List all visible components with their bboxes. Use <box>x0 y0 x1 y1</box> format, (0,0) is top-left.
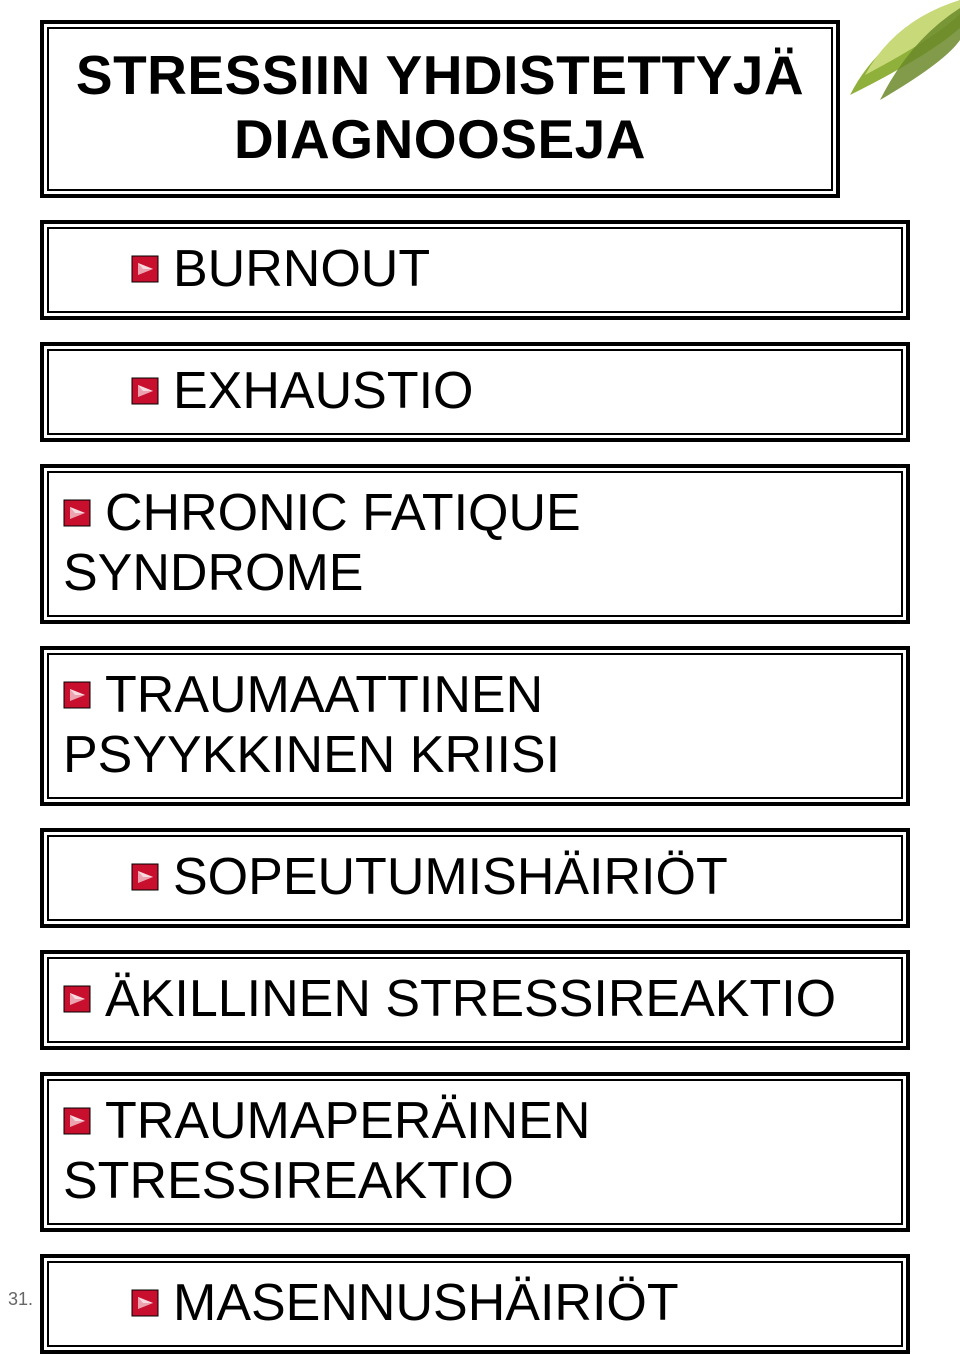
item-line: EXHAUSTIO <box>63 361 887 421</box>
item-line: BURNOUT <box>63 239 887 299</box>
item-text: MASENNUSHÄIRIÖT <box>173 1273 679 1333</box>
title-line-2: DIAGNOOSEJA <box>67 107 813 171</box>
item-text-line: SYNDROME <box>63 543 887 603</box>
arrow-bullet-icon <box>131 1289 159 1317</box>
item-text: PSYYKKINEN KRIISI <box>63 726 560 784</box>
item-text-line: STRESSIREAKTIO <box>63 1151 887 1211</box>
item-box: TRAUMAATTINENPSYYKKINEN KRIISI <box>40 646 910 806</box>
item-text: ÄKILLINEN STRESSIREAKTIO <box>105 969 836 1029</box>
item-text: SOPEUTUMISHÄIRIÖT <box>173 847 728 907</box>
item-box-inner: CHRONIC FATIQUESYNDROME <box>47 471 903 617</box>
item-box-inner: SOPEUTUMISHÄIRIÖT <box>47 835 903 921</box>
item-box: MASENNUSHÄIRIÖT <box>40 1254 910 1354</box>
item-box-inner: ÄKILLINEN STRESSIREAKTIO <box>47 957 903 1043</box>
item-line: CHRONIC FATIQUE <box>63 483 887 543</box>
footer-date: 31. <box>0 1289 33 1310</box>
item-box: TRAUMAPERÄINENSTRESSIREAKTIO <box>40 1072 910 1232</box>
title-line-1: STRESSIIN YHDISTETTYJÄ <box>67 43 813 107</box>
item-text-line: PSYYKKINEN KRIISI <box>63 725 887 785</box>
item-box: BURNOUT <box>40 220 910 320</box>
item-box: ÄKILLINEN STRESSIREAKTIO <box>40 950 910 1050</box>
item-box-inner: MASENNUSHÄIRIÖT <box>47 1261 903 1347</box>
arrow-bullet-icon <box>63 499 91 527</box>
item-text: SYNDROME <box>63 544 363 602</box>
item-box-inner: EXHAUSTIO <box>47 349 903 435</box>
item-line: MASENNUSHÄIRIÖT <box>63 1273 887 1333</box>
item-box: CHRONIC FATIQUESYNDROME <box>40 464 910 624</box>
leaf-decoration <box>820 0 960 120</box>
item-line: ÄKILLINEN STRESSIREAKTIO <box>63 969 887 1029</box>
item-box-inner: TRAUMAPERÄINENSTRESSIREAKTIO <box>47 1079 903 1225</box>
item-text: STRESSIREAKTIO <box>63 1152 514 1210</box>
arrow-bullet-icon <box>63 985 91 1013</box>
arrow-bullet-icon <box>63 1107 91 1135</box>
item-box-inner: TRAUMAATTINENPSYYKKINEN KRIISI <box>47 653 903 799</box>
item-line: TRAUMAATTINEN <box>63 665 887 725</box>
arrow-bullet-icon <box>63 681 91 709</box>
item-text: BURNOUT <box>173 239 430 299</box>
item-box: SOPEUTUMISHÄIRIÖT <box>40 828 910 928</box>
item-text: TRAUMAATTINEN <box>105 665 543 725</box>
slide-content: STRESSIIN YHDISTETTYJÄ DIAGNOOSEJA BURNO… <box>0 0 960 1354</box>
item-box: EXHAUSTIO <box>40 342 910 442</box>
item-line: TRAUMAPERÄINEN <box>63 1091 887 1151</box>
item-text: CHRONIC FATIQUE <box>105 483 581 543</box>
arrow-bullet-icon <box>131 863 159 891</box>
arrow-bullet-icon <box>131 255 159 283</box>
title-box: STRESSIIN YHDISTETTYJÄ DIAGNOOSEJA <box>40 20 840 198</box>
item-line: SOPEUTUMISHÄIRIÖT <box>63 847 887 907</box>
item-text: TRAUMAPERÄINEN <box>105 1091 590 1151</box>
item-box-inner: BURNOUT <box>47 227 903 313</box>
arrow-bullet-icon <box>131 377 159 405</box>
item-text: EXHAUSTIO <box>173 361 474 421</box>
